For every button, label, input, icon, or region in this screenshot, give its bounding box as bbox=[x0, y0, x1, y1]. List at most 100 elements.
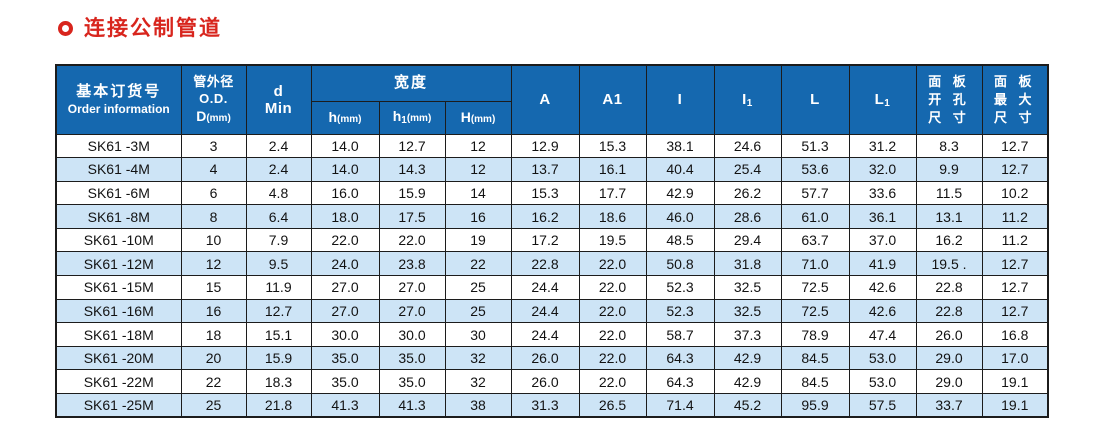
value-cell: 25 bbox=[444, 298, 512, 324]
od-header-zh: 管外径O.D. bbox=[193, 74, 234, 106]
value-cell: 31.2 bbox=[848, 133, 917, 159]
value-cell: 12.7 bbox=[981, 133, 1049, 159]
value-cell: 35.0 bbox=[310, 369, 380, 395]
table-row: SK61 -12M 12 9.5 24.0 23.8 22 22.8 22.0 50.8 31.8… bbox=[55, 251, 1049, 277]
value-cell: 15 bbox=[180, 275, 247, 300]
value-cell: 42.6 bbox=[848, 275, 917, 300]
value-cell: 13.7 bbox=[510, 157, 580, 182]
value-cell: 22.0 bbox=[578, 369, 647, 395]
value-cell: 13.1 bbox=[915, 204, 983, 229]
col-header-panel-max-size: 面 板 最 大 尺 寸 bbox=[981, 64, 1049, 135]
I1-symbol: I bbox=[742, 90, 747, 108]
value-cell: 17.0 bbox=[981, 345, 1049, 371]
value-cell: 16 bbox=[444, 204, 512, 229]
col-header-h: h(mm) bbox=[310, 100, 380, 135]
value-cell: 78.9 bbox=[780, 322, 850, 347]
value-cell: 42.6 bbox=[848, 298, 917, 324]
value-cell: 6 bbox=[180, 180, 247, 206]
value-cell: 32 bbox=[444, 345, 512, 371]
value-cell: 72.5 bbox=[780, 298, 850, 324]
value-cell: 35.0 bbox=[378, 345, 446, 371]
value-cell: 26.0 bbox=[510, 345, 580, 371]
panel-hole-line2: 开 孔 bbox=[928, 91, 970, 107]
col-header-A1: A1 bbox=[578, 64, 647, 135]
value-cell: 22.0 bbox=[310, 227, 380, 253]
value-cell: 12 bbox=[180, 251, 247, 277]
value-cell: 47.4 bbox=[848, 322, 917, 347]
value-cell: 22.0 bbox=[378, 227, 446, 253]
od-unit: (mm) bbox=[206, 112, 231, 124]
value-cell: 14.0 bbox=[310, 157, 380, 182]
H-symbol: H bbox=[460, 108, 471, 125]
value-cell: 24.4 bbox=[510, 298, 580, 324]
table-row: SK61 -22M 22 18.3 35.0 35.0 32 26.0 22.0 64.3 42.… bbox=[55, 369, 1049, 395]
value-cell: 12.7 bbox=[981, 298, 1049, 324]
value-cell: 72.5 bbox=[780, 275, 850, 300]
value-cell: 71.4 bbox=[645, 393, 715, 418]
order-number-cell: SK61 -16M bbox=[55, 298, 182, 324]
value-cell: 11.2 bbox=[981, 204, 1049, 229]
value-cell: 50.8 bbox=[645, 251, 715, 277]
order-number-cell: SK61 -8M bbox=[55, 204, 182, 229]
h1-symbol: h bbox=[392, 107, 402, 124]
spec-table: 基本订货号 Order information 管外径O.D. D(mm) d … bbox=[55, 64, 1049, 419]
value-cell: 45.2 bbox=[713, 393, 782, 418]
value-cell: 15.9 bbox=[245, 345, 312, 371]
value-cell: 40.4 bbox=[645, 157, 715, 182]
value-cell: 33.6 bbox=[848, 180, 917, 206]
value-cell: 19.1 bbox=[981, 393, 1049, 418]
value-cell: 22.8 bbox=[915, 298, 983, 324]
table-row: SK61 -4M 4 2.4 14.0 14.3 12 13.7 16.1 40.4 25.4 53… bbox=[55, 157, 1049, 182]
value-cell: 16.2 bbox=[510, 204, 580, 229]
value-cell: 9.5 bbox=[245, 251, 312, 277]
value-cell: 41.3 bbox=[378, 393, 446, 418]
table-row: SK61 -15M 15 11.9 27.0 27.0 25 24.4 22.0 52.3 32.… bbox=[55, 275, 1049, 300]
col-header-outer-diameter: 管外径O.D. D(mm) bbox=[180, 64, 247, 135]
value-cell: 19.5 . bbox=[915, 251, 983, 277]
order-header-zh: 基本订货号 bbox=[76, 83, 162, 101]
value-cell: 29.4 bbox=[713, 227, 782, 253]
value-cell: 18.3 bbox=[245, 369, 312, 395]
value-cell: 20 bbox=[180, 345, 247, 371]
value-cell: 53.0 bbox=[848, 369, 917, 395]
d-min-label: Min bbox=[264, 99, 293, 117]
value-cell: 18.0 bbox=[310, 204, 380, 229]
value-cell: 16.0 bbox=[310, 180, 380, 206]
value-cell: 22.8 bbox=[915, 275, 983, 300]
h1-subscript: 1 bbox=[401, 114, 407, 126]
value-cell: 17.5 bbox=[378, 204, 446, 229]
order-number-cell: SK61 -6M bbox=[55, 180, 182, 206]
value-cell: 8 bbox=[180, 204, 247, 229]
value-cell: 19 bbox=[444, 227, 512, 253]
value-cell: 57.7 bbox=[780, 180, 850, 206]
value-cell: 24.6 bbox=[713, 133, 782, 159]
order-header-en: Order information bbox=[67, 101, 170, 116]
value-cell: 16 bbox=[180, 298, 247, 324]
value-cell: 32 bbox=[444, 369, 512, 395]
value-cell: 24.0 bbox=[310, 251, 380, 277]
value-cell: 11.2 bbox=[981, 227, 1049, 253]
value-cell: 4.8 bbox=[245, 180, 312, 206]
order-number-cell: SK61 -3M bbox=[55, 133, 182, 159]
value-cell: 27.0 bbox=[378, 298, 446, 324]
value-cell: 42.9 bbox=[645, 180, 715, 206]
value-cell: 37.0 bbox=[848, 227, 917, 253]
value-cell: 53.6 bbox=[780, 157, 850, 182]
value-cell: 30.0 bbox=[378, 322, 446, 347]
order-number-cell: SK61 -10M bbox=[55, 227, 182, 253]
value-cell: 14.3 bbox=[378, 157, 446, 182]
value-cell: 17.7 bbox=[578, 180, 647, 206]
value-cell: 12.7 bbox=[981, 275, 1049, 300]
col-header-I: I bbox=[645, 64, 715, 135]
panel-max-line3: 尺 寸 bbox=[993, 109, 1036, 125]
value-cell: 8.3 bbox=[915, 133, 983, 159]
order-number-cell: SK61 -22M bbox=[55, 369, 182, 395]
order-number-cell: SK61 -18M bbox=[55, 322, 182, 347]
value-cell: 12.7 bbox=[245, 298, 312, 324]
value-cell: 37.3 bbox=[713, 322, 782, 347]
panel-hole-line1: 面 板 bbox=[928, 74, 970, 90]
value-cell: 31.8 bbox=[713, 251, 782, 277]
value-cell: 28.6 bbox=[713, 204, 782, 229]
col-header-L1: L1 bbox=[848, 64, 917, 135]
value-cell: 15.3 bbox=[510, 180, 580, 206]
